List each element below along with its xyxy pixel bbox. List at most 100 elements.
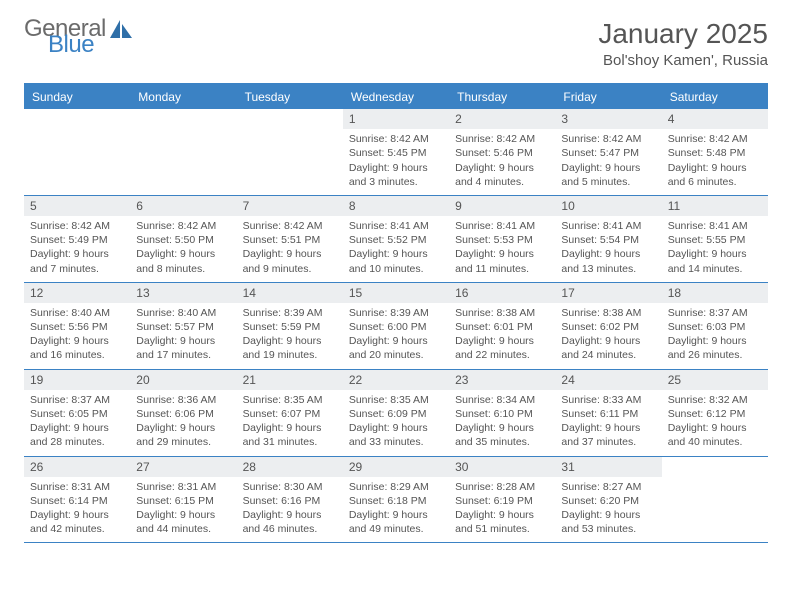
daylight-text: Daylight: 9 hours and 24 minutes. [561, 334, 655, 362]
day-body: Sunrise: 8:39 AMSunset: 5:59 PMDaylight:… [237, 303, 343, 369]
daylight-text: Daylight: 9 hours and 22 minutes. [455, 334, 549, 362]
sunset-text: Sunset: 5:52 PM [349, 233, 443, 247]
day-body: Sunrise: 8:28 AMSunset: 6:19 PMDaylight:… [449, 477, 555, 543]
day-body: Sunrise: 8:41 AMSunset: 5:53 PMDaylight:… [449, 216, 555, 282]
day-number: 8 [343, 196, 449, 216]
sunset-text: Sunset: 5:46 PM [455, 146, 549, 160]
day-cell: 27Sunrise: 8:31 AMSunset: 6:15 PMDayligh… [130, 457, 236, 543]
daylight-text: Daylight: 9 hours and 11 minutes. [455, 247, 549, 275]
day-body: Sunrise: 8:39 AMSunset: 6:00 PMDaylight:… [343, 303, 449, 369]
daylight-text: Daylight: 9 hours and 26 minutes. [668, 334, 762, 362]
day-number: 22 [343, 370, 449, 390]
sunrise-text: Sunrise: 8:42 AM [455, 132, 549, 146]
day-cell: 11Sunrise: 8:41 AMSunset: 5:55 PMDayligh… [662, 196, 768, 282]
sunset-text: Sunset: 6:05 PM [30, 407, 124, 421]
daylight-text: Daylight: 9 hours and 13 minutes. [561, 247, 655, 275]
day-body: Sunrise: 8:37 AMSunset: 6:03 PMDaylight:… [662, 303, 768, 369]
daylight-text: Daylight: 9 hours and 7 minutes. [30, 247, 124, 275]
day-cell: 3Sunrise: 8:42 AMSunset: 5:47 PMDaylight… [555, 109, 661, 195]
logo-text-blue: Blue [48, 34, 134, 56]
day-cell: 1Sunrise: 8:42 AMSunset: 5:45 PMDaylight… [343, 109, 449, 195]
day-body: Sunrise: 8:31 AMSunset: 6:14 PMDaylight:… [24, 477, 130, 543]
day-cell: 15Sunrise: 8:39 AMSunset: 6:00 PMDayligh… [343, 283, 449, 369]
daylight-text: Daylight: 9 hours and 20 minutes. [349, 334, 443, 362]
day-number: 11 [662, 196, 768, 216]
day-number: 16 [449, 283, 555, 303]
day-cell: 16Sunrise: 8:38 AMSunset: 6:01 PMDayligh… [449, 283, 555, 369]
sunrise-text: Sunrise: 8:41 AM [668, 219, 762, 233]
sunrise-text: Sunrise: 8:31 AM [136, 480, 230, 494]
sunset-text: Sunset: 6:07 PM [243, 407, 337, 421]
day-cell: 18Sunrise: 8:37 AMSunset: 6:03 PMDayligh… [662, 283, 768, 369]
sunrise-text: Sunrise: 8:42 AM [243, 219, 337, 233]
sunset-text: Sunset: 5:49 PM [30, 233, 124, 247]
day-number: 12 [24, 283, 130, 303]
sunrise-text: Sunrise: 8:40 AM [30, 306, 124, 320]
day-cell [130, 109, 236, 195]
day-number: 17 [555, 283, 661, 303]
sunrise-text: Sunrise: 8:41 AM [455, 219, 549, 233]
sunset-text: Sunset: 5:57 PM [136, 320, 230, 334]
sunset-text: Sunset: 6:15 PM [136, 494, 230, 508]
day-cell: 19Sunrise: 8:37 AMSunset: 6:05 PMDayligh… [24, 370, 130, 456]
day-body: Sunrise: 8:41 AMSunset: 5:55 PMDaylight:… [662, 216, 768, 282]
sunrise-text: Sunrise: 8:37 AM [668, 306, 762, 320]
daylight-text: Daylight: 9 hours and 33 minutes. [349, 421, 443, 449]
day-cell: 5 Sunrise: 8:42 AMSunset: 5:49 PMDaylight… [24, 196, 130, 282]
day-number: 13 [130, 283, 236, 303]
sunrise-text: Sunrise: 8:39 AM [349, 306, 443, 320]
day-cell: 7Sunrise: 8:42 AMSunset: 5:51 PMDaylight… [237, 196, 343, 282]
day-cell: 28Sunrise: 8:30 AMSunset: 6:16 PMDayligh… [237, 457, 343, 543]
daylight-text: Daylight: 9 hours and 53 minutes. [561, 508, 655, 536]
day-cell: 13Sunrise: 8:40 AMSunset: 5:57 PMDayligh… [130, 283, 236, 369]
day-cell: 2Sunrise: 8:42 AMSunset: 5:46 PMDaylight… [449, 109, 555, 195]
daylight-text: Daylight: 9 hours and 51 minutes. [455, 508, 549, 536]
daylight-text: Daylight: 9 hours and 19 minutes. [243, 334, 337, 362]
day-body: Sunrise: 8:30 AMSunset: 6:16 PMDaylight:… [237, 477, 343, 543]
logo: General Blue [24, 18, 134, 56]
day-cell: 21Sunrise: 8:35 AMSunset: 6:07 PMDayligh… [237, 370, 343, 456]
sunrise-text: Sunrise: 8:42 AM [136, 219, 230, 233]
day-number: 21 [237, 370, 343, 390]
daylight-text: Daylight: 9 hours and 28 minutes. [30, 421, 124, 449]
day-cell: 14Sunrise: 8:39 AMSunset: 5:59 PMDayligh… [237, 283, 343, 369]
sunrise-text: Sunrise: 8:42 AM [30, 219, 124, 233]
day-number: 6 [130, 196, 236, 216]
day-number: 28 [237, 457, 343, 477]
day-cell: 9Sunrise: 8:41 AMSunset: 5:53 PMDaylight… [449, 196, 555, 282]
day-body: Sunrise: 8:41 AMSunset: 5:52 PMDaylight:… [343, 216, 449, 282]
day-cell: 24Sunrise: 8:33 AMSunset: 6:11 PMDayligh… [555, 370, 661, 456]
day-cell: 31Sunrise: 8:27 AMSunset: 6:20 PMDayligh… [555, 457, 661, 543]
dow-cell: Saturday [662, 85, 768, 109]
day-number: 5 [24, 196, 130, 216]
dow-cell: Thursday [449, 85, 555, 109]
header: General Blue January 2025 Bol'shoy Kamen… [24, 18, 768, 69]
sunset-text: Sunset: 6:16 PM [243, 494, 337, 508]
day-body: Sunrise: 8:40 AMSunset: 5:56 PMDaylight:… [24, 303, 130, 369]
dow-cell: Sunday [24, 85, 130, 109]
daylight-text: Daylight: 9 hours and 8 minutes. [136, 247, 230, 275]
day-body: Sunrise: 8:37 AMSunset: 6:05 PMDaylight:… [24, 390, 130, 456]
sunrise-text: Sunrise: 8:38 AM [455, 306, 549, 320]
sunset-text: Sunset: 6:19 PM [455, 494, 549, 508]
day-number: 23 [449, 370, 555, 390]
day-number: 24 [555, 370, 661, 390]
day-cell: 29Sunrise: 8:29 AMSunset: 6:18 PMDayligh… [343, 457, 449, 543]
day-number: 7 [237, 196, 343, 216]
day-cell: 10Sunrise: 8:41 AMSunset: 5:54 PMDayligh… [555, 196, 661, 282]
sunrise-text: Sunrise: 8:41 AM [561, 219, 655, 233]
day-cell: 26Sunrise: 8:31 AMSunset: 6:14 PMDayligh… [24, 457, 130, 543]
day-cell: 6Sunrise: 8:42 AMSunset: 5:50 PMDaylight… [130, 196, 236, 282]
week-row: 1Sunrise: 8:42 AMSunset: 5:45 PMDaylight… [24, 109, 768, 196]
daylight-text: Daylight: 9 hours and 5 minutes. [561, 161, 655, 189]
sunset-text: Sunset: 5:48 PM [668, 146, 762, 160]
daylight-text: Daylight: 9 hours and 44 minutes. [136, 508, 230, 536]
day-cell: 12Sunrise: 8:40 AMSunset: 5:56 PMDayligh… [24, 283, 130, 369]
day-cell [237, 109, 343, 195]
day-number: 4 [662, 109, 768, 129]
day-number: 3 [555, 109, 661, 129]
title-block: January 2025 Bol'shoy Kamen', Russia [598, 18, 768, 69]
sunset-text: Sunset: 6:02 PM [561, 320, 655, 334]
sunset-text: Sunset: 6:00 PM [349, 320, 443, 334]
sunrise-text: Sunrise: 8:38 AM [561, 306, 655, 320]
